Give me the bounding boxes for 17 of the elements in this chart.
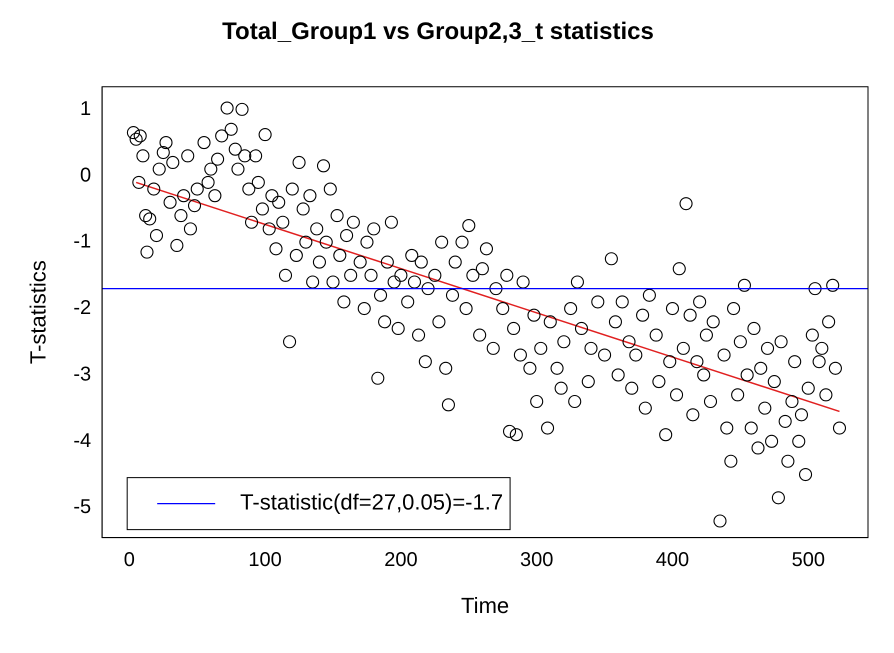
y-tick-label: -4 <box>73 430 92 452</box>
x-tick-label: 500 <box>792 549 825 572</box>
y-tick-label: -2 <box>73 297 92 320</box>
y-tick-label: -1 <box>73 230 92 253</box>
y-tick-label: -3 <box>73 363 92 386</box>
y-tick-label: -5 <box>73 496 92 518</box>
x-tick-label: 100 <box>248 549 282 572</box>
x-tick-label: 300 <box>520 549 554 572</box>
x-tick-label: 400 <box>656 549 690 572</box>
y-tick-label: 0 <box>80 164 92 186</box>
y-axis-title: T-statistics <box>25 260 50 364</box>
x-tick-label: 200 <box>384 549 418 572</box>
y-tick-label: 1 <box>80 98 92 120</box>
x-axis-title: Time <box>461 592 510 618</box>
legend-label: T-statistic(df=27,0.05)=-1.7 <box>240 490 504 515</box>
chart-title: Total_Group1 vs Group2,3_t statistics <box>222 18 654 46</box>
x-tick-label: 0 <box>124 549 135 572</box>
